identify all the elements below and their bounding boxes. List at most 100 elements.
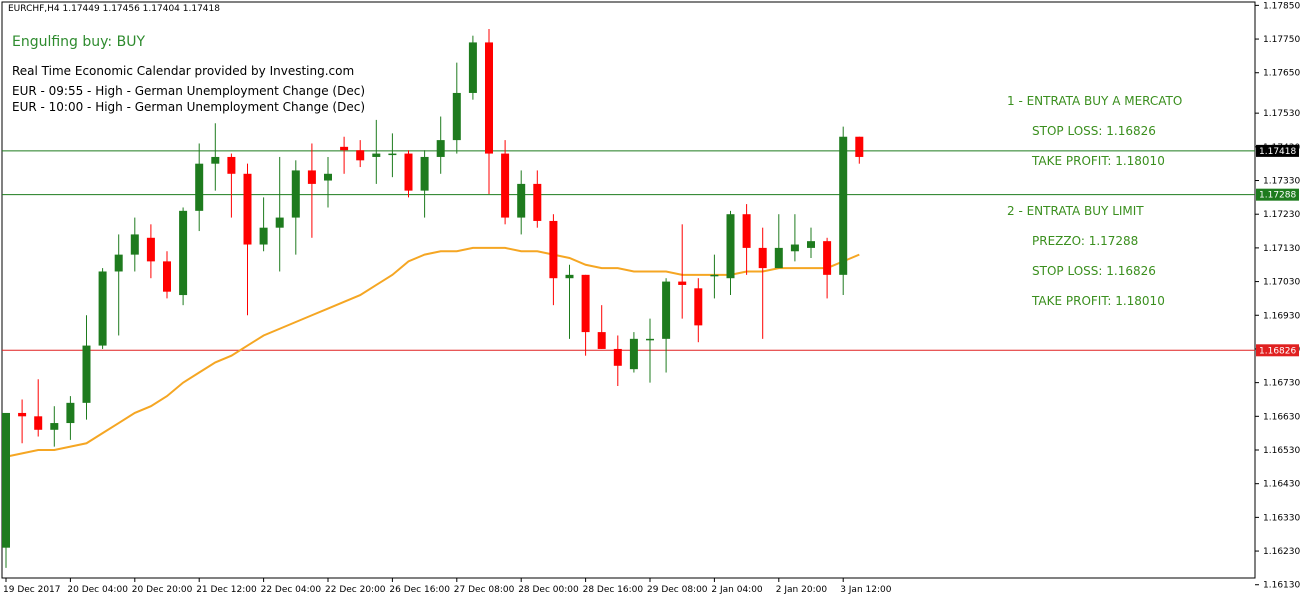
candle <box>581 274 590 356</box>
candle <box>195 143 204 232</box>
candle-body <box>179 210 188 296</box>
horizontal-lines <box>2 150 1255 351</box>
candle <box>726 210 735 296</box>
calendar-title: Real Time Economic Calendar provided by … <box>12 64 355 78</box>
candle <box>404 150 413 198</box>
calendar-event: EUR - 09:55 - High - German Unemployment… <box>12 84 366 98</box>
candles <box>2 28 864 568</box>
y-tick-label: 1.16130 <box>1263 581 1300 591</box>
candle <box>356 140 365 168</box>
candle-body <box>436 140 445 157</box>
candle <box>758 227 767 339</box>
candle <box>291 160 300 255</box>
candle-body <box>726 214 735 279</box>
y-tick-label: 1.17750 <box>1263 35 1300 45</box>
candle <box>211 123 220 191</box>
candle <box>501 140 510 225</box>
candle-body <box>2 412 10 548</box>
candle <box>340 136 349 174</box>
entry2-price: PREZZO: 1.17288 <box>1032 234 1139 248</box>
x-tick-label: 3 Jan 12:00 <box>840 585 892 595</box>
candle <box>613 335 622 386</box>
candle <box>275 156 284 272</box>
entry1-title: 1 - ENTRATA BUY A MERCATO <box>1007 94 1183 108</box>
candle-body <box>855 136 864 157</box>
candle-body <box>485 42 493 154</box>
candle-body <box>597 332 606 349</box>
candle <box>517 170 526 235</box>
x-tick-label: 29 Dec 08:00 <box>647 585 708 595</box>
candle-body <box>275 217 284 228</box>
candle-body <box>82 345 91 403</box>
candle <box>388 133 397 178</box>
y-tick-label: 1.16330 <box>1263 513 1300 523</box>
candle <box>34 379 43 437</box>
candle-body <box>340 146 349 151</box>
candle-body <box>50 423 59 430</box>
y-tick-label: 1.17130 <box>1263 244 1300 254</box>
candle-body <box>420 156 429 191</box>
candle <box>82 315 91 420</box>
entry2-title: 2 - ENTRATA BUY LIMIT <box>1007 204 1144 218</box>
x-tick-label: 22 Dec 20:00 <box>325 585 386 595</box>
candle <box>855 136 864 164</box>
plot-frame <box>1 1 1256 579</box>
y-tick-label: 1.17850 <box>1263 1 1300 11</box>
candle <box>742 204 751 275</box>
y-tick-label: 1.16430 <box>1263 480 1300 490</box>
candle-body <box>195 163 204 211</box>
candle <box>98 268 107 349</box>
candle-body <box>468 42 477 93</box>
y-tick-label: 1.17230 <box>1263 210 1300 220</box>
candle-body <box>533 183 542 221</box>
candle-body <box>807 241 815 248</box>
candle-body <box>324 173 332 181</box>
candle <box>420 150 429 218</box>
candle <box>597 305 606 349</box>
candle <box>163 251 171 299</box>
y-tick-label: 1.16730 <box>1263 379 1300 389</box>
candle-body <box>758 247 767 269</box>
y-tick-label: 1.16930 <box>1263 311 1300 321</box>
candle <box>629 332 638 373</box>
candle-body <box>356 150 365 161</box>
y-tick-label: 1.16230 <box>1263 547 1300 557</box>
candle <box>66 396 75 440</box>
x-tick-label: 2 Jan 04:00 <box>711 585 763 595</box>
candle-body <box>452 92 461 141</box>
candle-body <box>790 244 799 252</box>
symbol-header: EURCHF,H4 1.17449 1.17456 1.17404 1.1741… <box>8 4 220 14</box>
candle <box>807 227 815 258</box>
candle <box>259 197 268 252</box>
candle <box>662 278 671 373</box>
candle <box>18 399 27 444</box>
entry2-stop-loss: STOP LOSS: 1.16826 <box>1032 264 1156 278</box>
candle-body <box>34 416 43 430</box>
candle-body <box>146 237 155 262</box>
price-axis[interactable]: 1.178501.177501.176501.175301.174301.173… <box>1255 1 1300 591</box>
candle <box>114 234 123 336</box>
x-tick-label: 21 Dec 12:00 <box>196 585 257 595</box>
candle-body <box>114 254 123 272</box>
candle <box>130 217 139 272</box>
y-tick-label: 1.16530 <box>1263 446 1300 456</box>
candle-body <box>710 274 719 277</box>
price-label-bg <box>1256 188 1299 201</box>
candle <box>372 119 381 184</box>
candle <box>678 224 687 319</box>
entry1-stop-loss: STOP LOSS: 1.16826 <box>1032 124 1156 138</box>
x-tick-label: 27 Dec 08:00 <box>454 585 515 595</box>
price-label-text: 1.16826 <box>1259 346 1296 356</box>
time-axis[interactable]: 19 Dec 2017 20 Dec 04:00 20 Dec 20:00 21 De… <box>3 578 892 595</box>
entry2-take-profit: TAKE PROFIT: 1.18010 <box>1032 294 1165 308</box>
candle-body <box>243 173 252 245</box>
candle <box>452 62 461 154</box>
price-label-text: 1.17418 <box>1259 147 1296 157</box>
candle-body <box>404 153 413 191</box>
y-tick-label: 1.17530 <box>1263 109 1300 119</box>
candle <box>710 254 719 299</box>
y-tick-label: 1.17030 <box>1263 278 1300 288</box>
candle <box>179 207 188 306</box>
candle-body <box>307 170 316 184</box>
